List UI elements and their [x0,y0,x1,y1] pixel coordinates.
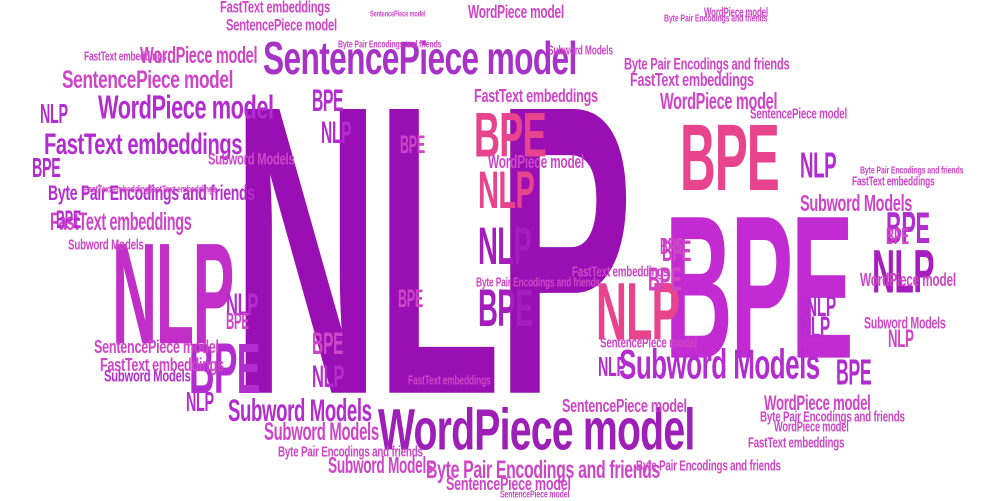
word-fasttext-embeddings: FastText embeddings [84,183,153,196]
word-sentencepiece-model: SentencePiece model [94,335,219,357]
word-bpe: BPE [400,130,425,160]
word-subword-models: Subword Models [228,393,372,429]
word-wordpiece-model: WordPiece model [140,41,258,69]
word-nlp: NLP [872,237,935,307]
word-byte-pair-encodings-and-friends: Byte Pair Encodings and friends [278,442,423,460]
word-sentencepiece-model: SentencePiece model [750,104,848,122]
word-wordpiece-model: WordPiece model [860,268,956,290]
word-fasttext-embeddings: FastText embeddings [148,183,217,196]
word-bpe: BPE [312,83,344,119]
word-subword-models: Subword Models [328,451,434,479]
word-bpe: BPE [474,99,547,171]
word-bpe: BPE [56,205,81,235]
word-nlp: NLP [478,216,532,276]
word-byte-pair-encodings-and-friends: Byte Pair Encodings and friends [476,274,601,290]
word-subword-models: Subword Models [68,235,144,253]
word-sentencepiece-model: SentencePiece model [562,394,687,416]
word-sentencepiece-model: SentencePiece model [446,472,571,494]
word-nlp: NLP [800,145,837,186]
word-fasttext-embeddings: FastText embeddings [630,68,754,90]
word-sentencepiece-model: SentencePiece model [600,333,698,351]
word-bpe: BPE [665,174,854,402]
word-sentencepiece-model: SentencePiece model [263,32,577,85]
word-nlp: NLP [321,115,352,151]
word-fasttext-embeddings: FastText embeddings [572,262,669,280]
word-bpe: BPE [886,202,930,253]
word-nlp: NLP [478,160,535,220]
word-fasttext-embeddings: FastText embeddings [100,353,224,375]
word-wordpiece-model: WordPiece model [660,87,778,115]
word-fasttext-embeddings: FastText embeddings [852,173,935,189]
word-bpe: BPE [660,232,683,260]
word-byte-pair-encodings-and-friends: Byte Pair Encodings and friends [860,164,964,177]
word-wordpiece-model: WordPiece model [774,417,849,435]
word-wordpiece-model: WordPiece model [488,150,584,172]
word-nlp: NLP [888,324,914,354]
word-nlp: NLP [598,350,626,383]
word-byte-pair-encodings-and-friends: Byte Pair Encodings and friends [624,55,790,74]
word-bpe: BPE [478,278,533,338]
word-bpe: BPE [648,259,682,298]
word-byte-pair-encodings-and-friends: Byte Pair Encodings and friends [48,181,255,206]
word-nlp: NLP [800,310,830,344]
word-fasttext-embeddings: FastText embeddings [474,84,598,106]
word-byte-pair-encodings-and-friends: Byte Pair Encodings and friends [338,38,442,51]
word-bpe: BPE [662,234,692,268]
word-fasttext-embeddings: FastText embeddings [408,372,491,388]
word-subword-models: Subword Models [619,341,820,389]
word-wordpiece-model: WordPiece model [704,4,768,20]
word-fasttext-embeddings: FastText embeddings [748,433,845,451]
word-nlp: NLP [312,359,345,395]
word-fasttext-embeddings: FastText embeddings [50,207,192,237]
word-byte-pair-encodings-and-friends: Byte Pair Encodings and friends [636,456,781,474]
word-bpe: BPE [836,352,872,393]
word-bpe: BPE [312,326,344,362]
word-nlp: NLP [40,97,68,130]
word-nlp: NLP [596,264,680,358]
word-subword-models: Subword Models [864,314,946,333]
word-nlp: NLP [112,213,234,375]
word-subword-models: Subword Models [208,150,295,169]
word-fasttext-embeddings: FastText embeddings [44,127,243,161]
word-subword-models: Subword Models [548,42,613,58]
word-wordpiece-model: WordPiece model [764,391,871,416]
word-byte-pair-encodings-and-friends: Byte Pair Encodings and friends [664,12,768,25]
word-bpe: BPE [680,105,780,211]
word-byte-pair-encodings-and-friends: Byte Pair Encodings and friends [426,455,660,485]
word-subword-models: Subword Models [264,417,379,447]
word-sentencepiece-model: SentencePiece model [62,65,234,95]
word-wordpiece-model: WordPiece model [98,87,274,126]
word-nlp: NLP [806,289,836,323]
word-subword-models: Subword Models [800,189,913,217]
word-sentencepiece-model: SentencePiece model [370,8,426,19]
word-wordpiece-model: WordPiece model [378,395,695,462]
word-wordpiece-model: WordPiece model [468,0,564,22]
word-fasttext-embeddings: FastText embeddings [220,0,331,17]
word-subword-models: Subword Models [104,367,191,386]
word-bpe: BPE [398,284,423,314]
word-sentencepiece-model: SentencePiece model [226,16,337,35]
word-bpe: BPE [32,151,61,184]
word-sentencepiece-model: SentencePiece model [500,488,570,501]
word-nlp: NLP [232,19,633,481]
word-nlp: NLP [186,385,214,418]
word-bpe: BPE [189,328,260,409]
word-nlp: NLP [226,287,259,323]
word-byte-pair-encodings-and-friends: Byte Pair Encodings and friends [760,407,905,425]
word-bpe: BPE [226,307,249,335]
word-bpe: BPE [886,222,909,250]
word-fasttext-embeddings: FastText embeddings [84,48,167,64]
